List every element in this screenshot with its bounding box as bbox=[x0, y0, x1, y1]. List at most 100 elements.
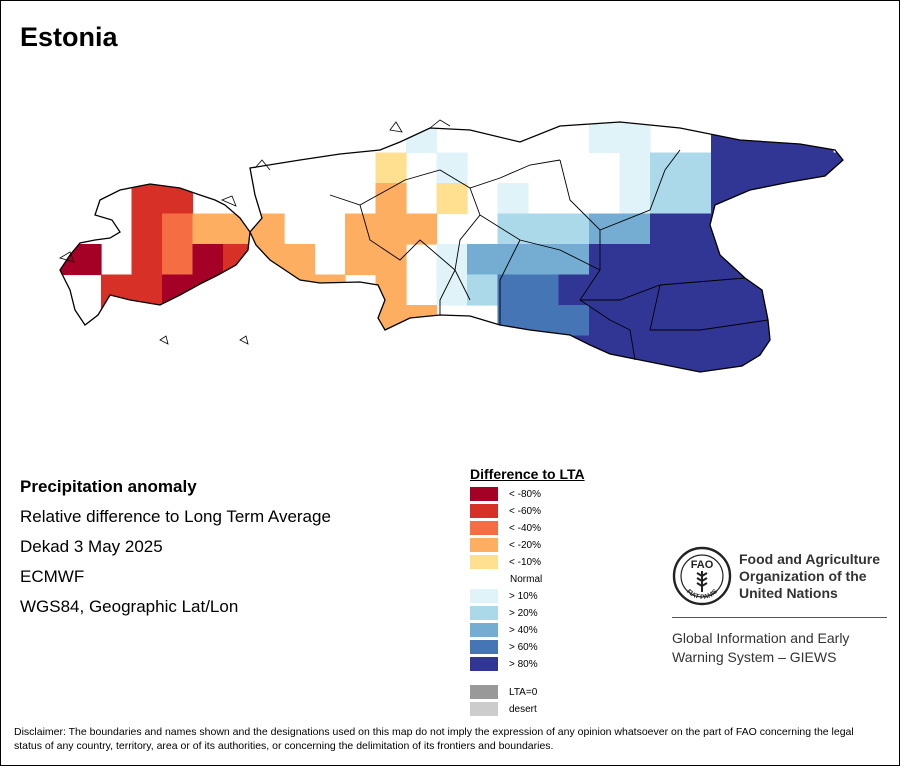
anomaly-cell bbox=[345, 244, 377, 276]
legend-swatch bbox=[470, 487, 498, 501]
anomaly-cell bbox=[802, 366, 834, 372]
info-source: ECMWF bbox=[20, 567, 85, 586]
legend-swatch bbox=[470, 685, 498, 699]
anomaly-cell bbox=[894, 275, 900, 306]
anomaly-cell bbox=[436, 366, 468, 372]
map-info: Precipitation anomaly Relative differenc… bbox=[20, 472, 331, 622]
legend-label: < -60% bbox=[509, 505, 541, 517]
legend-item: > 40% bbox=[470, 623, 538, 637]
legend-item: < -80% bbox=[470, 487, 541, 501]
anomaly-cell bbox=[833, 366, 843, 372]
anomaly-cell bbox=[894, 366, 900, 397]
anomaly-cell bbox=[680, 366, 712, 372]
wheat-icon bbox=[696, 571, 708, 592]
anomaly-cell bbox=[223, 244, 255, 276]
anomaly-cell bbox=[558, 274, 590, 306]
anomaly-cell bbox=[253, 274, 285, 306]
anomaly-cell bbox=[558, 335, 590, 367]
anomaly-cell bbox=[650, 305, 682, 337]
giews-name: Global Information and Early Warning Sys… bbox=[672, 629, 849, 667]
legend-item: < -10% bbox=[470, 555, 541, 569]
anomaly-cell bbox=[864, 183, 895, 214]
anomaly-cell bbox=[497, 366, 529, 372]
anomaly-cell bbox=[650, 152, 682, 184]
anomaly-cell bbox=[558, 244, 590, 276]
anomaly-cell bbox=[497, 183, 529, 215]
anomaly-cell bbox=[192, 305, 224, 337]
anomaly-cell bbox=[467, 335, 499, 367]
anomaly-cell bbox=[650, 244, 682, 276]
anomaly-cell bbox=[497, 274, 529, 306]
anomaly-cell bbox=[192, 274, 224, 306]
anomaly-cell bbox=[802, 244, 834, 276]
anomaly-cell bbox=[802, 335, 834, 367]
fao-name-line: United Nations bbox=[739, 585, 838, 601]
legend-item: desert bbox=[470, 702, 537, 716]
anomaly-cell bbox=[406, 213, 438, 245]
county-boundaries bbox=[329, 149, 769, 361]
anomaly-cell bbox=[650, 335, 682, 367]
anomaly-cell bbox=[833, 244, 843, 276]
anomaly-cell bbox=[741, 213, 773, 245]
anomaly-cell bbox=[314, 274, 346, 306]
anomaly-cell bbox=[864, 336, 895, 367]
anomaly-cell bbox=[192, 213, 224, 245]
anomaly-cell bbox=[406, 366, 438, 372]
anomaly-cell bbox=[497, 305, 529, 337]
anomaly-cell bbox=[131, 274, 163, 306]
anomaly-cell bbox=[650, 366, 682, 372]
anomaly-cell bbox=[741, 335, 773, 367]
giews-line: Global Information and Early bbox=[672, 630, 850, 646]
anomaly-cell bbox=[894, 244, 900, 275]
legend-swatch bbox=[470, 538, 498, 552]
giews-line: Warning System – GIEWS bbox=[672, 649, 837, 665]
legend-swatch bbox=[470, 640, 498, 654]
legend-label: < -10% bbox=[509, 556, 541, 568]
anomaly-cell bbox=[772, 244, 804, 276]
anomaly-cell bbox=[772, 152, 804, 184]
legend-label: < -20% bbox=[509, 539, 541, 551]
disclaimer: Disclaimer: The boundaries and names sho… bbox=[14, 726, 854, 752]
anomaly-cell bbox=[101, 305, 133, 337]
anomaly-cell bbox=[680, 244, 712, 276]
legend-swatch bbox=[470, 657, 498, 671]
divider bbox=[672, 617, 887, 618]
anomaly-cell bbox=[680, 213, 712, 245]
anomaly-cell bbox=[345, 305, 377, 337]
anomaly-cell bbox=[162, 213, 194, 245]
anomaly-cell bbox=[131, 305, 163, 337]
islands bbox=[59, 119, 451, 345]
legend-label: > 80% bbox=[509, 658, 538, 670]
anomaly-cell bbox=[864, 275, 895, 306]
legend-swatch bbox=[470, 623, 498, 637]
anomaly-cell bbox=[375, 335, 407, 367]
anomaly-cell bbox=[619, 335, 651, 367]
anomaly-cell bbox=[436, 274, 468, 306]
fao-logo: FAO FIAT PANIS bbox=[672, 546, 732, 606]
info-projection: WGS84, Geographic Lat/Lon bbox=[20, 597, 239, 616]
country-outline bbox=[59, 121, 844, 373]
anomaly-cell bbox=[680, 183, 712, 215]
legend-swatch bbox=[470, 555, 498, 569]
anomaly-cell bbox=[528, 244, 560, 276]
anomaly-cell bbox=[619, 244, 651, 276]
anomaly-cell bbox=[131, 244, 163, 276]
info-period: Dekad 3 May 2025 bbox=[20, 537, 163, 556]
anomaly-cell bbox=[864, 153, 895, 184]
anomaly-cell bbox=[741, 122, 773, 154]
anomaly-cell bbox=[253, 213, 285, 245]
anomaly-cell bbox=[833, 183, 843, 215]
anomaly-cell bbox=[436, 152, 468, 184]
anomaly-cell bbox=[772, 183, 804, 215]
anomaly-cell bbox=[375, 244, 407, 276]
anomaly-cell bbox=[528, 213, 560, 245]
anomaly-cell bbox=[497, 244, 529, 276]
anomaly-cell bbox=[772, 213, 804, 245]
anomaly-cell bbox=[864, 244, 895, 275]
legend-label: > 10% bbox=[509, 590, 538, 602]
fao-name-line: Food and Agriculture bbox=[739, 551, 881, 567]
anomaly-cell bbox=[436, 244, 468, 276]
anomaly-cell bbox=[589, 213, 621, 245]
legend-title: Difference to LTA bbox=[470, 466, 585, 482]
anomaly-cell bbox=[619, 305, 651, 337]
